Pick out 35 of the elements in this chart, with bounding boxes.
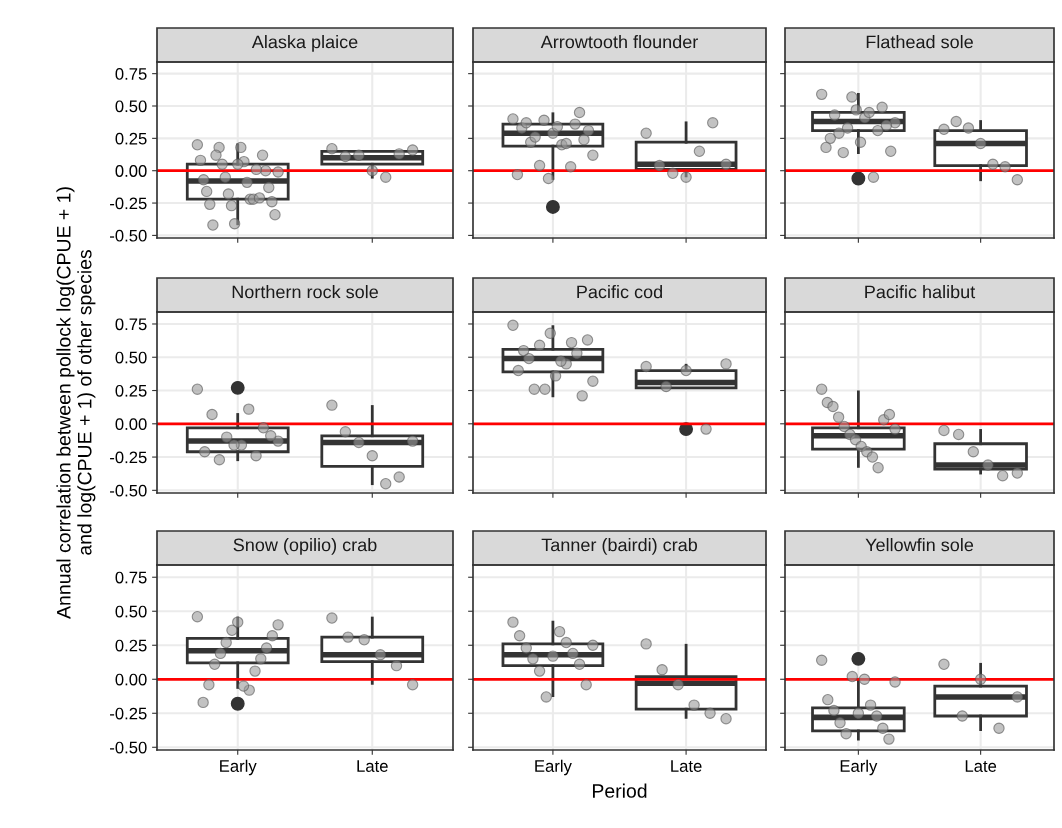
y-tick-label: 0.00 — [115, 418, 147, 430]
y-tick-label: 0.50 — [115, 351, 147, 364]
y-tick-label: 0.50 — [115, 605, 147, 618]
x-axis-title: Period — [592, 783, 647, 798]
y-tick-label: -0.25 — [110, 451, 147, 464]
y-tick-label: -0.50 — [110, 484, 147, 497]
chart-title: Snow (opilio) crab — [233, 538, 377, 555]
y-tick-label: 0.75 — [115, 318, 147, 331]
chart-title: Pacific cod — [577, 285, 662, 299]
y-tick-label: 0.25 — [115, 384, 147, 397]
x-tick-label: Early — [220, 759, 257, 776]
x-tick-label: Early — [535, 759, 572, 776]
chart-title: Pacific halibut — [865, 285, 976, 299]
y-tick-label: 0.50 — [115, 100, 147, 113]
chart-title: Northern rock sole — [232, 285, 378, 299]
y-axis-title: Annual correlation between pollock log(CPUE + 1) and log(CPUE + 1) of other species — [56, 187, 96, 619]
x-tick-label: Early — [840, 759, 878, 776]
chart-title: Yellowfin sole — [865, 538, 974, 552]
y-tick-label: -0.25 — [110, 707, 147, 720]
x-tick-label: Late — [671, 760, 702, 772]
x-tick-label: Late — [965, 760, 997, 772]
chart-title: Tanner (bairdi) crab — [541, 538, 698, 555]
y-tick-label: -0.50 — [110, 741, 147, 754]
y-tick-label: -0.50 — [110, 229, 147, 242]
y-tick-label: 0.00 — [115, 673, 147, 686]
chart-title: Alaska plaice — [251, 35, 358, 52]
chart-title: Flathead sole — [866, 35, 973, 49]
chart-title: Arrowtooth flounder — [540, 35, 698, 49]
y-tick-label: -0.25 — [110, 197, 147, 210]
x-tick-label: Late — [357, 760, 388, 772]
y-tick-label: 0.75 — [115, 68, 147, 80]
y-tick-label: 0.75 — [115, 571, 147, 584]
y-tick-label: 0.25 — [115, 639, 147, 652]
y-tick-label: 0.25 — [115, 132, 147, 145]
y-tick-label: 0.00 — [115, 165, 147, 177]
